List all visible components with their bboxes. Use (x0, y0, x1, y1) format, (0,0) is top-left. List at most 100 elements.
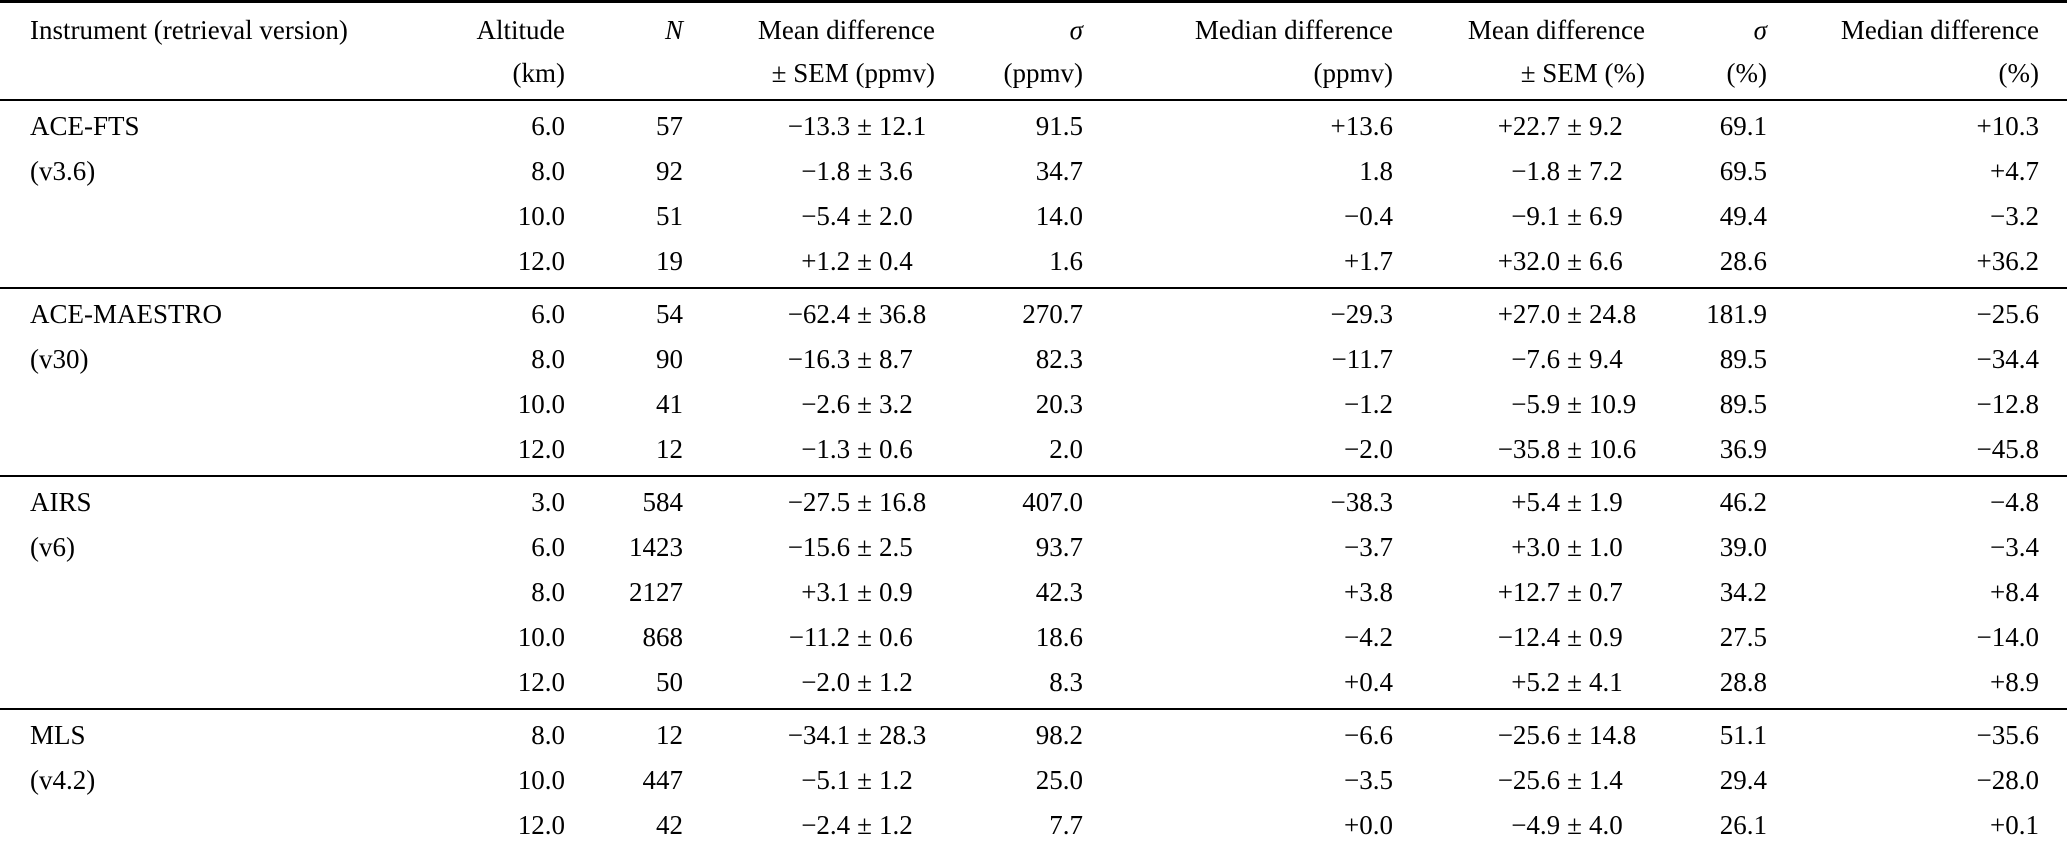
sem-value: 2.0 (879, 201, 913, 231)
mean-value: −34.1 (787, 720, 851, 750)
altitude-cell: 8.0 (531, 344, 565, 374)
n-cell: 584 (642, 487, 684, 517)
n-cell: 90 (656, 344, 683, 374)
plus-minus-sign: ± (1567, 487, 1582, 517)
mean-diff-ppmv-cell: −2.4 ±1.2 (683, 803, 935, 849)
sem-value: 0.6 (879, 434, 913, 464)
instrument-group: AIRS 3.0 584 −27.5 ±16.8 407.0 −38.3 +5.4 ±1.9 46… (0, 476, 2067, 709)
median-diff-pct-cell: −12.8 (1976, 389, 2039, 419)
header-line2: ± SEM (%) (1520, 58, 1645, 88)
plus-minus-sign: ± (1567, 201, 1582, 231)
instrument-name-cell: AIRS (30, 487, 92, 517)
table-row: 12.0 12 −1.3 ±0.6 2.0 −2.0 −35.8 ±10.6 36.9 −45.8 (0, 427, 2067, 476)
sem-value: 1.2 (879, 810, 913, 840)
plus-minus-sign: ± (857, 667, 872, 697)
mean-diff-pct-cell: −4.9 ±4.0 (1393, 803, 1645, 849)
plus-minus-sign: ± (1567, 765, 1582, 795)
plus-minus-sign: ± (857, 720, 872, 750)
sigma-ppmv-cell: 14.0 (1035, 201, 1083, 231)
mean-value: +3.1 (801, 577, 851, 607)
altitude-cell: 6.0 (531, 532, 565, 562)
sem-value: 4.1 (1589, 667, 1623, 697)
sigma-pct-cell: 69.5 (1719, 156, 1767, 186)
median-diff-ppmv-cell: −11.7 (1331, 344, 1393, 374)
sigma-ppmv-cell: 18.6 (1035, 622, 1083, 652)
plus-minus-sign: ± (1567, 577, 1582, 607)
mean-value: −2.4 (801, 810, 851, 840)
col-header-mean-diff-ppmv: Mean difference ± SEM (ppmv) (683, 2, 935, 101)
sigma-ppmv-cell: 1.6 (1049, 246, 1083, 276)
n-cell: 50 (656, 667, 683, 697)
mean-value: +5.2 (1511, 667, 1561, 697)
sigma-ppmv-cell: 7.7 (1049, 810, 1083, 840)
plus-minus-sign: ± (857, 389, 872, 419)
sem-value: 1.2 (879, 765, 913, 795)
plus-minus-sign: ± (857, 622, 872, 652)
plus-minus-sign: ± (1567, 299, 1582, 329)
sigma-pct-cell: 34.2 (1719, 577, 1767, 607)
sigma-pct-cell: 29.4 (1719, 765, 1767, 795)
plus-minus-sign: ± (857, 532, 872, 562)
plus-minus-sign: ± (857, 765, 872, 795)
sigma-pct-cell: 28.8 (1719, 667, 1767, 697)
altitude-cell: 10.0 (517, 201, 565, 231)
plus-minus-sign: ± (857, 344, 872, 374)
sigma-ppmv-cell: 20.3 (1035, 389, 1083, 419)
mean-value: −13.3 (787, 111, 851, 141)
table-header: Instrument (retrieval version) Altitude … (0, 2, 2067, 101)
instrument-version-cell (0, 615, 430, 660)
mean-value: +1.2 (801, 246, 851, 276)
mean-value: −25.6 (1497, 765, 1561, 795)
plus-minus-sign: ± (1567, 156, 1582, 186)
n-cell: 12 (656, 434, 683, 464)
altitude-cell: 10.0 (517, 389, 565, 419)
mean-diff-pct-cell: +3.0 ±1.0 (1393, 525, 1645, 570)
plus-minus-sign: ± (857, 246, 872, 276)
sem-value: 0.9 (1589, 622, 1623, 652)
median-diff-pct-cell: +4.7 (1990, 156, 2039, 186)
mean-value: −27.5 (787, 487, 851, 517)
sigma-ppmv-cell: 8.3 (1049, 667, 1083, 697)
header-line1: Instrument (retrieval version) (30, 15, 348, 45)
mean-value: −12.4 (1497, 622, 1561, 652)
instrument-name-cell: ACE-MAESTRO (30, 299, 223, 329)
instrument-version-cell: (v4.2) (30, 765, 96, 795)
n-cell: 92 (656, 156, 683, 186)
mean-diff-ppmv-cell: −2.6 ±3.2 (683, 382, 935, 427)
table-row: 10.0 868 −11.2 ±0.6 18.6 −4.2 −12.4 ±0.9 27.5 −14… (0, 615, 2067, 660)
sigma-pct-cell: 46.2 (1719, 487, 1767, 517)
n-cell: 1423 (629, 532, 683, 562)
mean-diff-pct-cell: −5.9 ±10.9 (1393, 382, 1645, 427)
mean-diff-pct-cell: +5.4 ±1.9 (1393, 476, 1645, 525)
instrument-group: ACE-FTS 6.0 57 −13.3 ±12.1 91.5 +13.6 +22.7 ±9.2… (0, 100, 2067, 288)
sigma-ppmv-cell: 25.0 (1035, 765, 1083, 795)
sem-value: 10.9 (1589, 389, 1637, 419)
plus-minus-sign: ± (1567, 810, 1582, 840)
mean-value: −5.9 (1511, 389, 1561, 419)
median-diff-pct-cell: −45.8 (1976, 434, 2039, 464)
mean-value: +32.0 (1497, 246, 1561, 276)
sem-value: 0.9 (879, 577, 913, 607)
altitude-cell: 10.0 (517, 622, 565, 652)
header-line2: (ppmv) (1003, 58, 1083, 88)
plus-minus-sign: ± (857, 201, 872, 231)
mean-diff-ppmv-cell: −2.0 ±1.2 (683, 660, 935, 709)
header-line2 (30, 52, 430, 99)
sigma-ppmv-cell: 82.3 (1035, 344, 1083, 374)
instrument-version-cell: (v30) (30, 344, 89, 374)
mean-value: +5.4 (1511, 487, 1561, 517)
mean-value: −16.3 (787, 344, 851, 374)
plus-minus-sign: ± (1567, 532, 1582, 562)
n-cell: 57 (656, 111, 683, 141)
plus-minus-sign: ± (857, 156, 872, 186)
plus-minus-sign: ± (857, 487, 872, 517)
header-line2 (565, 52, 683, 99)
sem-value: 16.8 (879, 487, 927, 517)
mean-value: −1.8 (801, 156, 851, 186)
mean-diff-pct-cell: −1.8 ±7.2 (1393, 149, 1645, 194)
altitude-cell: 8.0 (531, 720, 565, 750)
sigma-pct-cell: 89.5 (1719, 344, 1767, 374)
sigma-pct-cell: 181.9 (1706, 299, 1767, 329)
altitude-cell: 10.0 (517, 765, 565, 795)
sigma-pct-cell: 27.5 (1719, 622, 1767, 652)
